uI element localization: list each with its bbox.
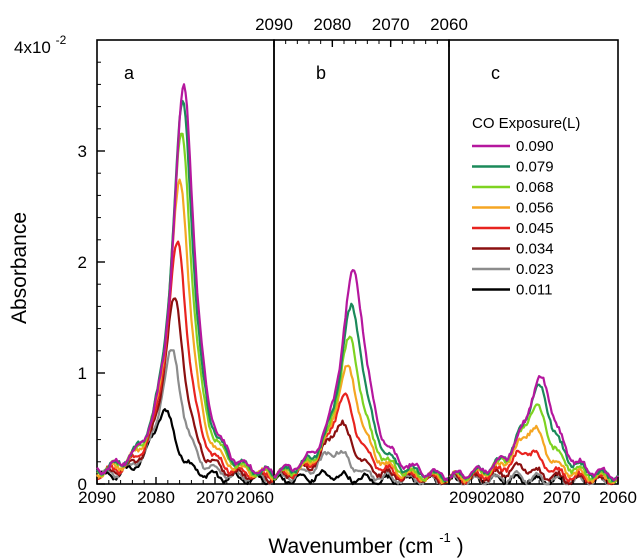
legend: CO Exposure(L) 0.090 0.079 0.068 0.056 0.045…	[472, 115, 580, 299]
panel-a: 2090 2080 2070 2060 a	[78, 39, 276, 507]
x-tick-label: 2060	[430, 15, 468, 34]
legend-label-0.023: 0.023	[516, 261, 554, 278]
x-tick-label: 2090	[255, 15, 293, 34]
y-tick-max-base: 4x10	[14, 38, 51, 57]
legend-label-0.068: 0.068	[516, 179, 554, 196]
y-tick-label: 0	[78, 475, 87, 494]
panel-c: 2090 2080 2070 2060 c	[447, 39, 637, 507]
series-line-0.045	[96, 240, 275, 483]
y-tick-max-label: 4x10 -2	[14, 33, 67, 57]
series-line-0.090	[96, 83, 275, 477]
panel-label-b: b	[316, 63, 326, 83]
y-tick-label: 2	[78, 253, 87, 272]
x-tick-label: 2080	[486, 488, 524, 507]
legend-label-0.090: 0.090	[516, 138, 554, 155]
x-tick-label: 2090	[449, 488, 487, 507]
series-line-0.068	[273, 335, 450, 483]
x-axis-label-exponent: -1	[439, 530, 451, 545]
legend-label-0.011: 0.011	[516, 282, 552, 299]
x-tick-label: 2070	[196, 488, 234, 507]
x-tick-label: 2080	[137, 488, 175, 507]
series-line-0.090	[448, 375, 619, 482]
y-tick-label: 1	[78, 364, 87, 383]
legend-title: CO Exposure(L)	[472, 115, 580, 132]
x-tick-label: 2060	[236, 488, 274, 507]
series-line-0.079	[447, 383, 619, 483]
legend-label-0.079: 0.079	[516, 159, 554, 176]
legend-label-0.056: 0.056	[516, 200, 554, 217]
x-tick-label: 2090	[78, 488, 116, 507]
x-axis-label-text: Wavenumber (cm	[268, 535, 433, 558]
panel-frame	[448, 39, 619, 485]
x-tick-label: 2070	[543, 488, 581, 507]
y-axis-label: Absorbance	[8, 212, 31, 324]
x-axis-label-close: )	[457, 535, 464, 558]
panel-b: 2090 2080 2070 2060 b	[255, 15, 468, 486]
x-tick-label: 2070	[372, 15, 410, 34]
panel-frame	[96, 39, 275, 485]
series-line-0.090	[273, 269, 450, 482]
series-line-0.045	[447, 449, 619, 485]
legend-label-0.034: 0.034	[516, 241, 554, 258]
series-line-0.023	[273, 449, 450, 486]
series-line-0.056	[96, 178, 275, 481]
series-line-0.011	[96, 408, 275, 486]
y-axis: 0 1 2 3	[78, 39, 105, 494]
y-tick-max-exponent: -2	[56, 33, 67, 47]
x-axis-label: Wavenumber (cm -1 )	[268, 524, 463, 558]
panel-label-c: c	[491, 63, 500, 83]
x-tick-label: 2080	[313, 15, 351, 34]
y-tick-label: 3	[78, 142, 87, 161]
x-tick-label: 2060	[599, 488, 637, 507]
panel-label-a: a	[124, 63, 135, 83]
legend-label-0.045: 0.045	[516, 220, 554, 237]
